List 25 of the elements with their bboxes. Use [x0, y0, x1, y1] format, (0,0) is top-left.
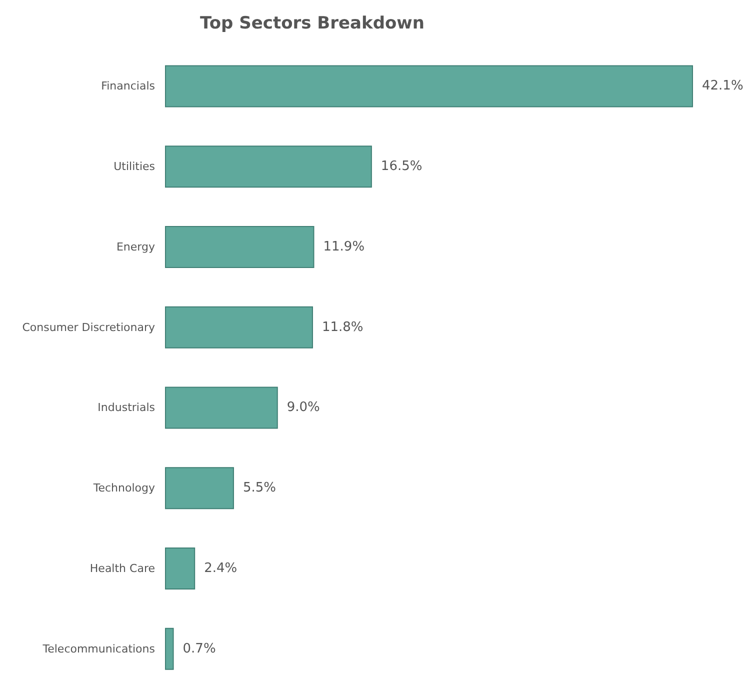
- data-label: 9.0%: [286, 400, 320, 416]
- data-label: 16.5%: [380, 159, 422, 174]
- data-label: 0.7%: [182, 641, 216, 656]
- data-label: 2.4%: [204, 560, 238, 576]
- data-label: 11.9%: [323, 239, 365, 254]
- y-tick-label: Financials: [101, 80, 156, 93]
- data-label: 11.8%: [322, 320, 364, 335]
- y-tick-label: Technology: [92, 482, 156, 495]
- bar: [165, 547, 196, 590]
- y-tick-label: Industrials: [98, 401, 156, 414]
- y-tick-label: Energy: [116, 240, 156, 254]
- chart-title: Top Sectors Breakdown: [200, 14, 424, 34]
- bar: [165, 306, 313, 348]
- y-tick-label: Telecommunications: [42, 642, 156, 656]
- bar: [165, 65, 693, 108]
- data-label: 42.1%: [702, 78, 744, 94]
- bar: [165, 386, 278, 429]
- bar: [165, 146, 372, 188]
- bar: [165, 226, 314, 268]
- y-tick-label: Utilities: [114, 160, 156, 174]
- bar: [165, 628, 174, 670]
- bar: [165, 467, 234, 510]
- y-tick-label: Health Care: [90, 562, 156, 575]
- data-label: 5.5%: [242, 480, 276, 496]
- y-tick-label: Consumer Discretionary: [22, 320, 156, 334]
